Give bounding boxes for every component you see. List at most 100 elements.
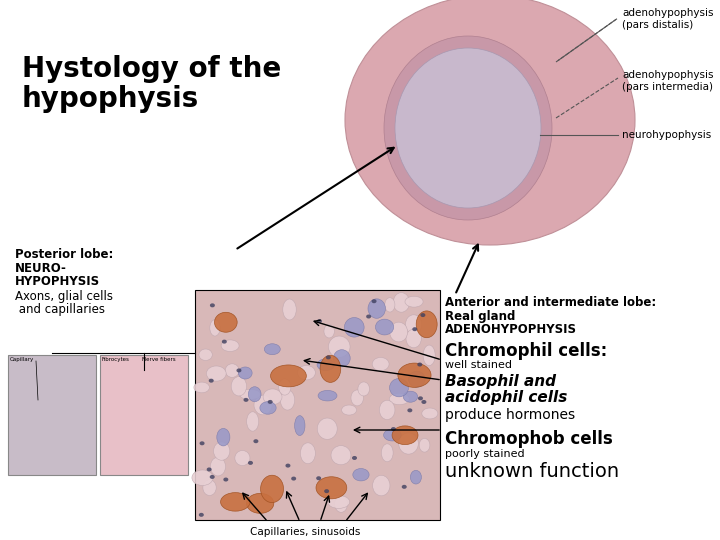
- Ellipse shape: [261, 475, 284, 503]
- Ellipse shape: [333, 350, 350, 367]
- Ellipse shape: [209, 379, 214, 383]
- Ellipse shape: [214, 442, 230, 460]
- Ellipse shape: [318, 418, 337, 440]
- Ellipse shape: [222, 340, 227, 343]
- Ellipse shape: [358, 382, 369, 396]
- Ellipse shape: [406, 329, 421, 348]
- Ellipse shape: [408, 371, 425, 387]
- Text: ADENOHYPOPHYSIS: ADENOHYPOPHYSIS: [445, 323, 577, 336]
- Ellipse shape: [418, 362, 422, 367]
- Ellipse shape: [345, 0, 635, 245]
- Ellipse shape: [271, 365, 306, 387]
- Text: neurohypophysis: neurohypophysis: [622, 130, 711, 140]
- Ellipse shape: [372, 357, 389, 371]
- Ellipse shape: [199, 349, 212, 361]
- Ellipse shape: [326, 355, 331, 360]
- Ellipse shape: [254, 395, 272, 415]
- Ellipse shape: [395, 48, 541, 208]
- Text: Capillaries, sinusoids: Capillaries, sinusoids: [250, 527, 360, 537]
- Ellipse shape: [423, 345, 435, 366]
- Ellipse shape: [379, 400, 395, 420]
- Ellipse shape: [390, 379, 408, 397]
- Ellipse shape: [368, 299, 385, 318]
- Ellipse shape: [248, 387, 261, 402]
- Ellipse shape: [199, 441, 204, 445]
- Ellipse shape: [317, 319, 322, 323]
- Text: adenohypophysis: adenohypophysis: [622, 70, 714, 80]
- Ellipse shape: [217, 428, 230, 446]
- Ellipse shape: [203, 480, 216, 496]
- Ellipse shape: [390, 393, 410, 404]
- Ellipse shape: [351, 390, 364, 406]
- Ellipse shape: [320, 355, 341, 382]
- Ellipse shape: [399, 433, 418, 454]
- Ellipse shape: [384, 298, 395, 312]
- Ellipse shape: [390, 322, 408, 342]
- Text: Posterior lobe:: Posterior lobe:: [15, 248, 113, 261]
- Text: unknown function: unknown function: [445, 462, 619, 481]
- Ellipse shape: [283, 299, 296, 320]
- Text: Fibrocytes: Fibrocytes: [102, 357, 130, 362]
- Ellipse shape: [382, 444, 393, 462]
- Ellipse shape: [331, 446, 351, 465]
- Ellipse shape: [210, 320, 220, 336]
- Ellipse shape: [324, 325, 334, 338]
- Ellipse shape: [393, 293, 410, 312]
- Text: Real gland: Real gland: [445, 310, 516, 323]
- Ellipse shape: [220, 492, 250, 511]
- Ellipse shape: [246, 494, 274, 514]
- Ellipse shape: [316, 476, 321, 480]
- Text: (pars intermedia): (pars intermedia): [622, 82, 713, 92]
- Text: Chromophob cells: Chromophob cells: [445, 430, 613, 448]
- Ellipse shape: [421, 400, 426, 404]
- Ellipse shape: [264, 344, 280, 355]
- Bar: [195, 290, 440, 520]
- Ellipse shape: [375, 319, 394, 335]
- Ellipse shape: [279, 379, 291, 395]
- Text: (pars distalis): (pars distalis): [622, 20, 693, 30]
- Text: Capillary: Capillary: [10, 357, 35, 362]
- Ellipse shape: [316, 477, 347, 499]
- Ellipse shape: [231, 376, 246, 396]
- Ellipse shape: [384, 36, 552, 220]
- Ellipse shape: [243, 398, 248, 402]
- Ellipse shape: [236, 368, 241, 373]
- Text: Basophil and: Basophil and: [445, 374, 556, 389]
- Ellipse shape: [341, 405, 356, 415]
- Ellipse shape: [247, 412, 258, 431]
- Ellipse shape: [344, 318, 364, 337]
- Ellipse shape: [221, 340, 239, 352]
- Ellipse shape: [328, 336, 350, 357]
- Bar: [100, 355, 188, 475]
- Text: produce hormones: produce hormones: [445, 408, 575, 422]
- Text: poorly stained: poorly stained: [445, 449, 525, 459]
- Text: Chromophil cells:: Chromophil cells:: [445, 342, 607, 360]
- Ellipse shape: [317, 359, 334, 370]
- Ellipse shape: [419, 438, 430, 452]
- Ellipse shape: [192, 470, 213, 485]
- Ellipse shape: [240, 389, 261, 400]
- Text: adenohypophysis: adenohypophysis: [622, 8, 714, 18]
- Ellipse shape: [398, 363, 431, 387]
- Ellipse shape: [422, 408, 438, 419]
- Ellipse shape: [210, 475, 215, 479]
- Ellipse shape: [207, 366, 226, 381]
- Ellipse shape: [291, 477, 296, 481]
- Ellipse shape: [297, 366, 315, 380]
- Ellipse shape: [353, 469, 369, 481]
- Text: NEURO-: NEURO-: [15, 262, 67, 275]
- Ellipse shape: [402, 485, 407, 489]
- Ellipse shape: [285, 464, 290, 468]
- Ellipse shape: [225, 364, 239, 377]
- Text: acidophil cells: acidophil cells: [445, 390, 567, 405]
- Ellipse shape: [194, 382, 210, 393]
- Ellipse shape: [384, 429, 401, 441]
- Ellipse shape: [253, 439, 258, 443]
- Ellipse shape: [300, 443, 315, 464]
- Ellipse shape: [373, 475, 390, 496]
- Ellipse shape: [210, 457, 225, 476]
- Ellipse shape: [268, 400, 273, 404]
- Ellipse shape: [372, 299, 377, 303]
- Ellipse shape: [199, 513, 204, 517]
- Text: HYPOPHYSIS: HYPOPHYSIS: [15, 275, 100, 288]
